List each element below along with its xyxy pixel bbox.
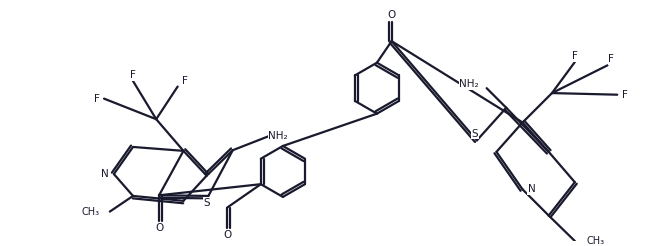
- Text: O: O: [223, 230, 231, 240]
- Text: CH₃: CH₃: [82, 207, 100, 217]
- Text: O: O: [387, 10, 396, 20]
- Text: O: O: [155, 223, 163, 233]
- Text: F: F: [572, 51, 578, 61]
- Text: NH₂: NH₂: [459, 79, 479, 89]
- Text: F: F: [182, 76, 187, 86]
- Text: N: N: [101, 169, 109, 179]
- Text: F: F: [609, 54, 615, 64]
- Text: F: F: [130, 70, 136, 80]
- Text: CH₃: CH₃: [587, 236, 605, 246]
- Text: S: S: [203, 198, 210, 208]
- Text: S: S: [471, 129, 478, 138]
- Text: N: N: [527, 184, 535, 194]
- Text: NH₂: NH₂: [268, 131, 288, 140]
- Text: F: F: [622, 90, 628, 100]
- Text: F: F: [94, 94, 100, 104]
